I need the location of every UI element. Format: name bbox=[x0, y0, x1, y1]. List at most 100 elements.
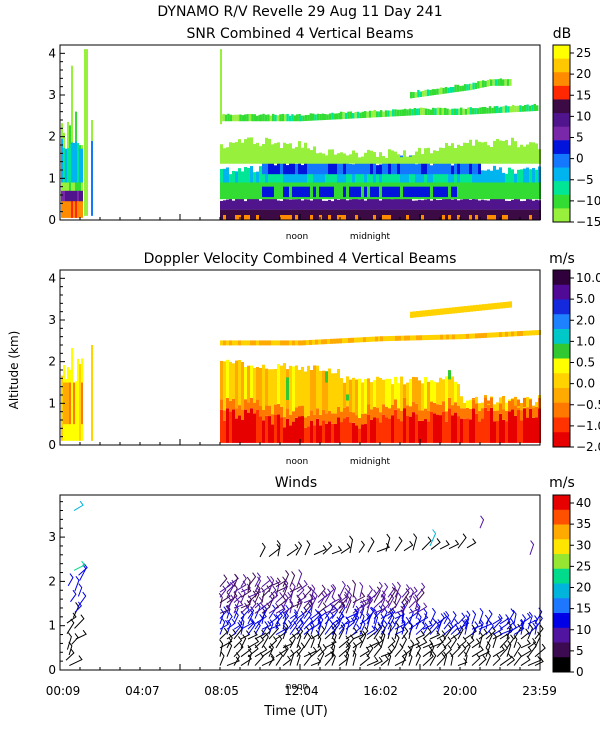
snr-cell bbox=[319, 209, 322, 220]
velocity-cell bbox=[392, 335, 395, 341]
snr-cell bbox=[401, 109, 404, 116]
snr-cell bbox=[532, 167, 535, 183]
snr-cell bbox=[361, 156, 364, 164]
snr-cell bbox=[505, 215, 508, 220]
velocity-cell bbox=[343, 418, 346, 443]
velocity-cell bbox=[343, 407, 346, 419]
wind-barb bbox=[408, 586, 418, 598]
snr-cell bbox=[346, 209, 349, 220]
snr-cell bbox=[227, 113, 230, 122]
wind-barb bbox=[219, 617, 226, 635]
snr-cell bbox=[397, 186, 400, 198]
velocity-cell bbox=[526, 330, 529, 336]
wind-barb bbox=[373, 581, 383, 598]
snr-cell bbox=[434, 108, 437, 115]
snr-cell bbox=[224, 114, 228, 122]
snr-cell bbox=[280, 147, 283, 164]
snr-cell bbox=[291, 114, 294, 122]
snr-cell bbox=[286, 143, 289, 164]
velocity-cell bbox=[487, 332, 490, 338]
velocity-cell bbox=[500, 302, 503, 309]
velocity-cell bbox=[502, 409, 505, 420]
snr-cell bbox=[358, 157, 361, 164]
snr-cell bbox=[259, 209, 262, 220]
velocity-cell bbox=[244, 399, 247, 410]
velocity-cell bbox=[460, 418, 463, 443]
snr-cell bbox=[236, 114, 240, 122]
winds-colorbar-label: 20 bbox=[576, 581, 591, 595]
velocity-cell bbox=[235, 360, 238, 409]
wind-barb bbox=[247, 648, 253, 666]
velocity-cell bbox=[484, 397, 487, 408]
snr-cell bbox=[271, 186, 274, 198]
snr-cell bbox=[418, 199, 421, 210]
wind-barb bbox=[345, 627, 358, 640]
wind-barb bbox=[226, 594, 235, 609]
wind-barb bbox=[429, 651, 437, 666]
snr-cell bbox=[265, 186, 268, 198]
snr-cell bbox=[322, 186, 325, 198]
wind-barb bbox=[450, 628, 461, 640]
winds-x-time-label: 23:59 bbox=[522, 684, 557, 698]
wind-barb bbox=[394, 536, 403, 552]
snr-cell bbox=[529, 199, 532, 210]
snr-cell bbox=[73, 190, 75, 206]
snr-cell bbox=[399, 109, 402, 117]
velocity-cell bbox=[523, 408, 526, 443]
wind-barb bbox=[240, 573, 247, 587]
velocity-cell bbox=[223, 410, 226, 421]
snr-cell bbox=[274, 209, 277, 220]
wind-barb bbox=[366, 638, 380, 649]
wind-barb bbox=[345, 591, 353, 609]
velocity-cell bbox=[250, 365, 253, 398]
velocity-cell bbox=[328, 368, 331, 412]
snr-cell bbox=[477, 81, 480, 89]
snr-cell bbox=[411, 109, 414, 116]
snr-cell bbox=[469, 199, 472, 210]
snr-colorbar-frame bbox=[552, 44, 571, 223]
snr-cell bbox=[508, 145, 511, 164]
wind-barb bbox=[226, 596, 232, 614]
snr-cell bbox=[460, 182, 463, 200]
wind-barb bbox=[261, 621, 269, 635]
snr-cell bbox=[391, 150, 394, 164]
velocity-cell bbox=[385, 378, 388, 407]
velocity-cell bbox=[256, 366, 259, 400]
velocity-cell bbox=[427, 381, 430, 411]
velocity-cell bbox=[400, 421, 403, 443]
snr-cell bbox=[469, 163, 472, 175]
snr-cell bbox=[442, 209, 445, 220]
snr-cell bbox=[442, 186, 445, 198]
velocity-cell bbox=[241, 420, 244, 443]
velocity-cell bbox=[342, 338, 345, 344]
snr-cell bbox=[475, 209, 478, 220]
wind-barb bbox=[233, 597, 240, 614]
snr-cell bbox=[279, 114, 282, 122]
snr-cell bbox=[307, 209, 310, 220]
velocity-cell bbox=[325, 413, 328, 424]
snr-cell bbox=[223, 200, 226, 210]
snr-cell bbox=[523, 168, 526, 183]
velocity-cell bbox=[259, 340, 262, 346]
wind-barb bbox=[338, 621, 346, 635]
snr-cell bbox=[430, 200, 433, 210]
wind-barb bbox=[254, 602, 261, 619]
winds-colorbar-swatch bbox=[553, 627, 570, 643]
velocity-cell bbox=[339, 338, 342, 344]
snr-cell bbox=[286, 209, 289, 220]
velocity-cell bbox=[355, 425, 358, 443]
snr-cell bbox=[220, 168, 223, 183]
snr-cell bbox=[81, 201, 83, 218]
snr-cell bbox=[445, 142, 448, 164]
wind-barb bbox=[317, 644, 327, 658]
velocity-cell bbox=[484, 407, 487, 443]
velocity-cell bbox=[526, 407, 529, 418]
snr-cell bbox=[430, 182, 433, 200]
velocity-cell bbox=[316, 418, 319, 443]
wind-barb bbox=[247, 587, 262, 598]
snr-cell bbox=[457, 215, 460, 220]
wind-barb bbox=[324, 651, 335, 666]
wind-barb bbox=[303, 593, 314, 609]
snr-cell bbox=[328, 113, 332, 120]
velocity-cell bbox=[289, 365, 292, 416]
